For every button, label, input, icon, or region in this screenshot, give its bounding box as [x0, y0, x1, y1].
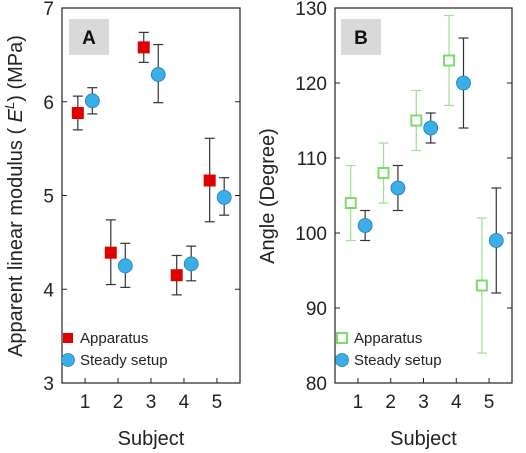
- x-tick-label: 5: [212, 392, 223, 413]
- legend-label: Apparatus: [80, 330, 148, 347]
- y-tick-label: 130: [295, 0, 327, 20]
- y-tick-label: 120: [295, 74, 327, 95]
- chart-panel-b: B 80 90 100 110 120 130 1 2 3 4 5 Subject Angle (Degr…: [257, 0, 513, 450]
- data-point-circle: [183, 256, 199, 272]
- legend-marker-open-square: [336, 332, 348, 344]
- data-point-open-square: [475, 279, 488, 292]
- data-point-circle: [150, 67, 166, 82]
- data-point-circle: [357, 218, 373, 233]
- y-tick-label: 110: [297, 149, 327, 170]
- data-point-square: [137, 41, 150, 54]
- data-point-open-square: [344, 197, 357, 209]
- panel-letter: A: [82, 28, 96, 49]
- y-axis-label: Angle (Degree): [257, 128, 279, 264]
- plot-frame: [61, 7, 241, 384]
- y-tick-label: 100: [295, 224, 327, 245]
- x-tick-label: 2: [385, 392, 396, 413]
- data-point-circle: [390, 180, 406, 196]
- x-tick-label: 2: [113, 392, 124, 413]
- data-point-circle: [423, 120, 439, 136]
- plot-frame: [334, 7, 513, 384]
- x-axis-label: Subject: [390, 428, 457, 450]
- legend-label: Steady setup: [354, 352, 442, 369]
- y-tick-label: 4: [43, 280, 54, 301]
- x-tick-label: 3: [146, 392, 157, 413]
- x-tick-label: 1: [353, 392, 364, 413]
- legend-marker-circle: [61, 353, 75, 367]
- legend-label: Steady setup: [80, 352, 168, 369]
- y-axis-label: Apparent linear modulus ( EL) (MPa): [2, 35, 27, 357]
- y-tick-label: 5: [43, 187, 54, 208]
- legend-marker-square: [63, 333, 73, 343]
- data-point-square: [71, 107, 84, 119]
- data-point-circle: [456, 75, 471, 91]
- x-axis-label: Subject: [118, 428, 185, 450]
- data-point-square: [104, 246, 117, 259]
- y-tick-label: 90: [306, 299, 327, 320]
- x-tick-label: 4: [451, 392, 462, 413]
- legend-marker-circle: [335, 353, 349, 367]
- x-tick-label: 4: [179, 392, 190, 413]
- data-point-circle: [117, 258, 133, 274]
- data-point-open-square: [410, 114, 423, 127]
- data-point-circle: [488, 233, 504, 248]
- chart-panel-a: A 3 4 5 6 7 1 2 3 4 5 Subject Apparent linear modulu…: [2, 0, 241, 450]
- data-point-open-square: [377, 167, 390, 179]
- x-tick-label: 3: [418, 392, 429, 413]
- data-point-circle: [84, 93, 100, 109]
- panel-letter-box: [69, 19, 109, 55]
- y-tick-label: 80: [306, 374, 327, 395]
- x-tick-label: 5: [484, 392, 495, 413]
- panel-letter-box: [341, 19, 381, 55]
- data-point-circle: [216, 189, 232, 205]
- panel-letter: B: [354, 28, 368, 49]
- data-point-square: [203, 174, 216, 187]
- y-tick-label: 6: [43, 93, 54, 114]
- legend-label: Apparatus: [354, 330, 422, 347]
- data-point-square: [170, 269, 183, 282]
- y-tick-label: 3: [43, 374, 54, 395]
- y-tick-label: 7: [43, 0, 54, 20]
- x-tick-label: 1: [80, 392, 91, 413]
- data-point-open-square: [443, 54, 456, 67]
